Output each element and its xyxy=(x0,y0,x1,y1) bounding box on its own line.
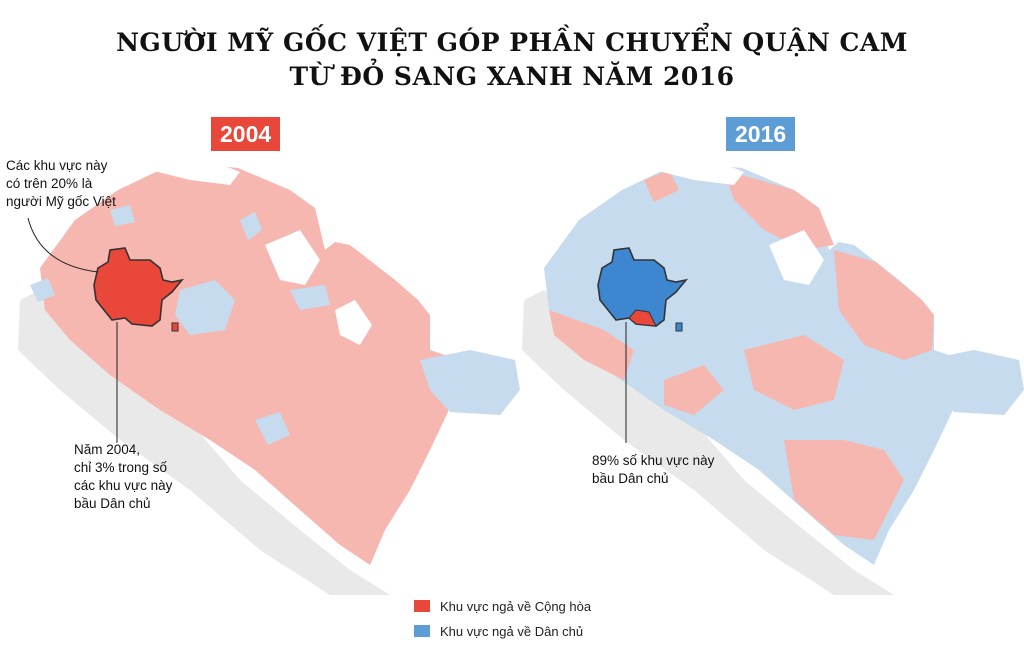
map-2016 xyxy=(522,158,1024,595)
legend-swatch-democrat xyxy=(414,625,430,637)
annotation-2016-bottom: 89% số khu vực này bầu Dân chủ xyxy=(592,453,715,486)
annotation-2004-bottom: Năm 2004, chỉ 3% trong số các khu vực nà… xyxy=(74,442,173,511)
legend-label-democrat: Khu vực ngả về Dân chủ xyxy=(440,623,584,639)
legend-item-democrat: Khu vực ngả về Dân chủ xyxy=(414,623,583,639)
vietnamese-precincts-2004 xyxy=(93,247,185,327)
legend-item-republican: Khu vực ngả về Cộng hòa xyxy=(414,598,591,614)
headline-line-2: TỪ ĐỎ SANG XANH NĂM 2016 xyxy=(289,62,735,91)
headline-line-1: NGƯỜI MỸ GỐC VIỆT GÓP PHẦN CHUYỂN QUẬN C… xyxy=(116,28,908,57)
year-badge-2004: 2004 xyxy=(211,117,281,151)
annotation-2004-top: Các khu vực này có trên 20% là người Mỹ … xyxy=(6,158,116,209)
vietnamese-precincts-2016 xyxy=(597,247,689,327)
legend-swatch-republican xyxy=(414,600,430,612)
legend-label-republican: Khu vực ngả về Cộng hòa xyxy=(440,598,592,614)
map-2004 xyxy=(18,158,520,595)
year-badge-2016: 2016 xyxy=(726,117,796,151)
